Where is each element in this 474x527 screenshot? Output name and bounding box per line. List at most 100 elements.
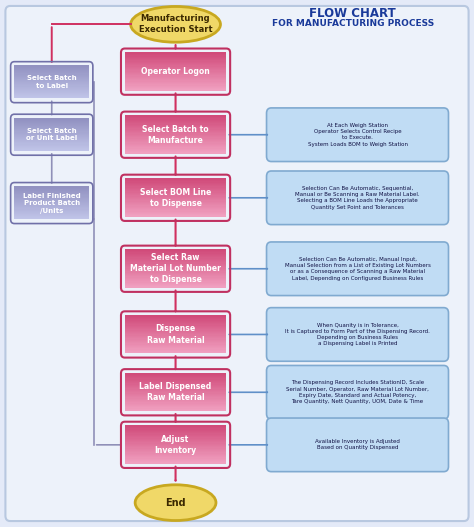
Bar [125, 76, 227, 78]
Bar [14, 66, 89, 68]
Bar [125, 333, 227, 335]
Bar [125, 116, 227, 119]
Bar [125, 72, 227, 74]
Bar [125, 428, 227, 430]
Bar [125, 442, 227, 444]
Bar [125, 280, 227, 281]
Bar [125, 69, 227, 71]
Bar [125, 145, 227, 148]
Bar [125, 393, 227, 395]
Bar [125, 276, 227, 278]
Bar [125, 326, 227, 328]
Bar [14, 90, 89, 92]
Bar [14, 128, 89, 129]
Bar [125, 453, 227, 455]
Bar [125, 328, 227, 329]
Bar [14, 132, 89, 134]
Bar [125, 448, 227, 450]
Text: Select Raw
Material Lot Number
to Dispense: Select Raw Material Lot Number to Dispen… [130, 253, 221, 285]
Bar [125, 148, 227, 150]
Bar [125, 384, 227, 386]
Ellipse shape [131, 6, 220, 42]
Bar [125, 186, 227, 188]
Bar [125, 433, 227, 435]
Bar [125, 139, 227, 141]
Bar [125, 86, 227, 88]
Bar [14, 74, 89, 76]
Bar [125, 339, 227, 341]
Bar [14, 93, 89, 94]
Bar [14, 67, 89, 69]
Bar [125, 373, 227, 375]
Bar [14, 120, 89, 122]
Bar [125, 316, 227, 318]
Bar [125, 461, 227, 463]
Bar [125, 323, 227, 324]
Bar [125, 437, 227, 438]
Bar [125, 87, 227, 89]
Bar [125, 388, 227, 390]
Bar [125, 429, 227, 431]
Bar [125, 203, 227, 206]
Bar [125, 134, 227, 136]
Bar [125, 409, 227, 411]
Bar [14, 75, 89, 77]
Bar [14, 94, 89, 95]
Bar [125, 64, 227, 65]
Ellipse shape [135, 485, 216, 521]
Bar [125, 434, 227, 436]
Bar [125, 318, 227, 319]
Bar [125, 77, 227, 79]
FancyBboxPatch shape [266, 108, 448, 162]
Bar [14, 141, 89, 142]
Bar [125, 199, 227, 200]
Bar [125, 253, 227, 255]
Bar [14, 198, 89, 200]
Bar [14, 82, 89, 83]
Bar [125, 385, 227, 387]
Bar [14, 208, 89, 210]
Bar [125, 206, 227, 208]
Bar [125, 83, 227, 84]
Bar [125, 438, 227, 440]
Bar [125, 70, 227, 72]
Bar [125, 350, 227, 352]
Bar [125, 152, 227, 154]
Bar [125, 75, 227, 77]
Bar [14, 216, 89, 217]
Bar [14, 186, 89, 188]
Bar [125, 197, 227, 199]
Bar [14, 134, 89, 136]
Bar [125, 200, 227, 202]
Bar [125, 191, 227, 193]
Bar [125, 257, 227, 259]
Bar [125, 341, 227, 343]
Bar [125, 403, 227, 405]
Bar [125, 345, 227, 347]
Bar [125, 340, 227, 342]
Bar [125, 180, 227, 181]
Bar [125, 141, 227, 142]
Bar [14, 140, 89, 141]
Bar [14, 196, 89, 198]
Bar [14, 88, 89, 90]
Bar [125, 383, 227, 385]
Bar [125, 118, 227, 120]
Bar [125, 125, 227, 127]
Bar [125, 129, 227, 131]
Bar [125, 284, 227, 285]
Bar [14, 209, 89, 211]
Bar [14, 133, 89, 135]
Bar [125, 407, 227, 408]
Bar [125, 250, 227, 252]
Bar [125, 352, 227, 354]
Bar [125, 178, 227, 180]
Bar [14, 139, 89, 140]
Text: FOR MANUFACTURING PROCESS: FOR MANUFACTURING PROCESS [272, 19, 434, 28]
Bar [125, 445, 227, 447]
Bar [14, 65, 89, 67]
Bar [125, 282, 227, 284]
Bar [125, 265, 227, 266]
Text: End: End [165, 497, 186, 508]
Bar [125, 120, 227, 122]
